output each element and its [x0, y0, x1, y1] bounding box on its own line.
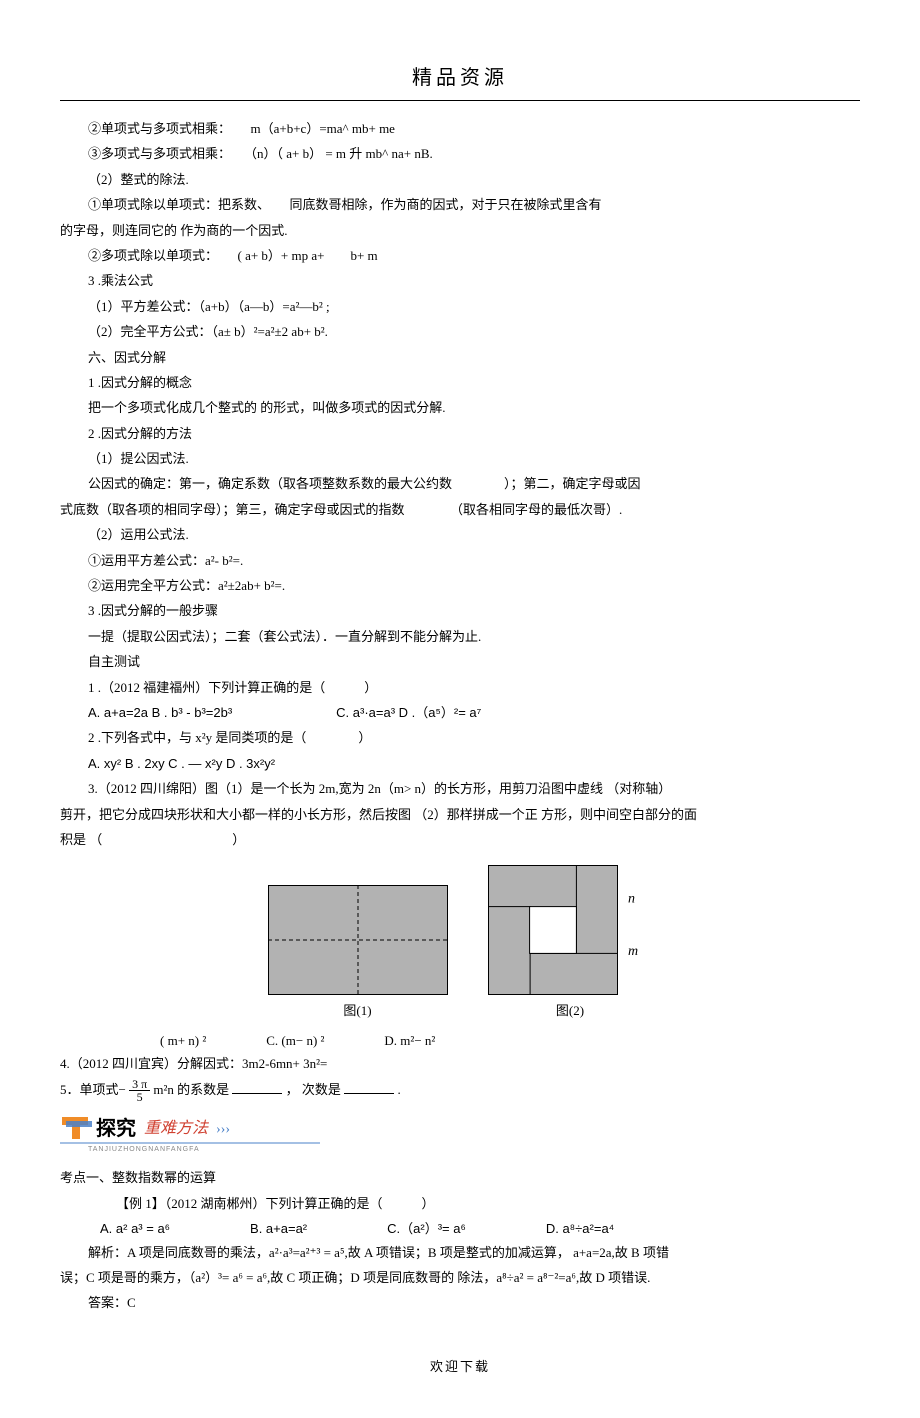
- option-a: ( m+ n) ²: [160, 1029, 206, 1052]
- answer-line: 答案：C: [60, 1291, 860, 1314]
- text-line: ③多项式与多项式相乘： （n）（ a+ b） = m 升 mb^ na+ nB.: [60, 142, 860, 165]
- answer-row-q3: ( m+ n) ² C. (m− n) ² D. m²− n²: [60, 1029, 860, 1052]
- svg-text:m: m: [628, 944, 638, 959]
- option-a: A. a² a³ = a⁶: [100, 1217, 170, 1240]
- blank-field: [232, 1082, 282, 1094]
- text-line: ①运用平方差公式：a²- b²=.: [60, 549, 860, 572]
- text-line: 2 .因式分解的方法: [60, 422, 860, 445]
- text-line: 3 .因式分解的一般步骤: [60, 599, 860, 622]
- figure-2-svg: nm: [488, 865, 653, 995]
- text-line: （2）完全平方公式：（a± b）²=a²±2 ab+ b².: [60, 320, 860, 343]
- text-line: 公因式的确定：第一，确定系数（取各项整数系数的最大公约数 ）；第二，确定字母或因: [60, 472, 860, 495]
- text-line: 剪开，把它分成四块形状和大小都一样的小长方形，然后按图 （2）那样拼成一个正 方…: [60, 803, 860, 826]
- text-line: 2 .下列各式中，与 x²y 是同类项的是（ ）: [60, 726, 860, 749]
- text-line: 六、因式分解: [60, 346, 860, 369]
- text-line: ②多项式除以单项式： ( a+ b）+ mp a+ b+ m: [60, 244, 860, 267]
- q5-prefix: 5．单项式−: [60, 1082, 126, 1097]
- svg-text:›››: ›››: [216, 1122, 230, 1137]
- text-line: （2）运用公式法.: [60, 523, 860, 546]
- figure-2: nm 图(2): [488, 865, 653, 1022]
- text-line: ①单项式除以单项式：把系数、 同底数哥相除，作为商的因式，对于只在被除式里含有: [60, 193, 860, 216]
- option-b: B. a+a=a²: [250, 1217, 307, 1240]
- blank-field: [344, 1082, 394, 1094]
- svg-text:n: n: [628, 892, 635, 907]
- text-line: 3.（2012 四川绵阳）图（1）是一个长为 2m,宽为 2n（m> n）的长方…: [60, 777, 860, 800]
- q5-post: m²n 的系数是: [153, 1082, 232, 1097]
- q5-mid: ， 次数是: [286, 1082, 345, 1097]
- header-rule: [60, 100, 860, 101]
- text-line: A. xy² B . 2xy C . — x²y D . 3x²y²: [60, 752, 860, 775]
- page-footer: 欢迎下载: [60, 1355, 860, 1378]
- text-line: 自主测试: [60, 650, 860, 673]
- question-5: 5．单项式− 3 π 5 m²n 的系数是 ， 次数是 .: [60, 1078, 860, 1104]
- example-1: 【例 1】（2012 湖南郴州）下列计算正确的是（ ）: [60, 1192, 860, 1215]
- svg-text:探究: 探究: [96, 1116, 136, 1140]
- text-line: （2）整式的除法.: [60, 168, 860, 191]
- option-d: D. a⁸÷a²=a⁴: [546, 1217, 614, 1240]
- text-line: ②单项式与多项式相乘： m（a+b+c）=ma^ mb+ me: [60, 117, 860, 140]
- fraction: 3 π 5: [129, 1078, 150, 1103]
- text-line: ②运用完全平方公式：a²±2ab+ b²=.: [60, 574, 860, 597]
- fraction-den: 5: [129, 1091, 150, 1103]
- question-4: 4.（2012 四川宜宾）分解因式：3m2-6mn+ 3n²=: [60, 1052, 860, 1075]
- figure-1-label: 图(1): [268, 999, 448, 1022]
- page-title: 精品资源: [60, 60, 860, 96]
- option-c: C.（a²）³= a⁶: [387, 1217, 466, 1240]
- text-line: 1 .因式分解的概念: [60, 371, 860, 394]
- q5-end: .: [397, 1082, 400, 1097]
- section-title: 考点一、整数指数幂的运算: [60, 1166, 860, 1189]
- text-line: 3 .乘法公式: [60, 269, 860, 292]
- option-d: D. m²− n²: [384, 1029, 435, 1052]
- analysis-line: 解析：A 项是同底数哥的乘法，a²·a³=a²⁺³ = a⁵,故 A 项错误；B…: [60, 1241, 860, 1264]
- text-line: 把一个多项式化成几个整式的 的形式，叫做多项式的因式分解.: [60, 396, 860, 419]
- text-line: 积是 （ ）: [60, 828, 860, 851]
- section-banner: 探究重难方法 ››› TANJIUZHONGNANFANGFA: [60, 1113, 860, 1160]
- figure-2-label: 图(2): [488, 999, 653, 1022]
- banner-svg: 探究重难方法 ››› TANJIUZHONGNANFANGFA: [60, 1113, 320, 1153]
- option-c: C. (m− n) ²: [266, 1029, 324, 1052]
- text-line: 的字母，则连同它的 作为商的一个因式.: [60, 219, 860, 242]
- example-1-options: A. a² a³ = a⁶ B. a+a=a² C.（a²）³= a⁶ D. a…: [60, 1217, 860, 1240]
- text-line: 1 .（2012 福建福州）下列计算正确的是（ ）: [60, 676, 860, 699]
- text-line: （1）提公因式法.: [60, 447, 860, 470]
- figure-1: 图(1): [268, 885, 448, 1022]
- figure-area: 图(1) nm 图(2): [60, 865, 860, 1022]
- svg-text:TANJIUZHONGNANFANGFA: TANJIUZHONGNANFANGFA: [88, 1146, 200, 1153]
- svg-text:重难方法: 重难方法: [144, 1119, 210, 1137]
- text-line: （1）平方差公式：（a+b）（a—b）=a²—b² ;: [60, 295, 860, 318]
- text-line: 式底数（取各项的相同字母）；第三，确定字母或因式的指数 （取各相同字母的最低次哥…: [60, 498, 860, 521]
- text-line: A. a+a=2a B . b³ - b³=2b³ C. a³·a=a³ D .…: [60, 701, 860, 724]
- text-line: 一提（提取公因式法）；二套（套公式法）．一直分解到不能分解为止.: [60, 625, 860, 648]
- analysis-line: 误；C 项是哥的乘方，（a²）³= a⁶ = a⁶,故 C 项正确；D 项是同底…: [60, 1266, 860, 1289]
- figure-1-svg: [268, 885, 448, 995]
